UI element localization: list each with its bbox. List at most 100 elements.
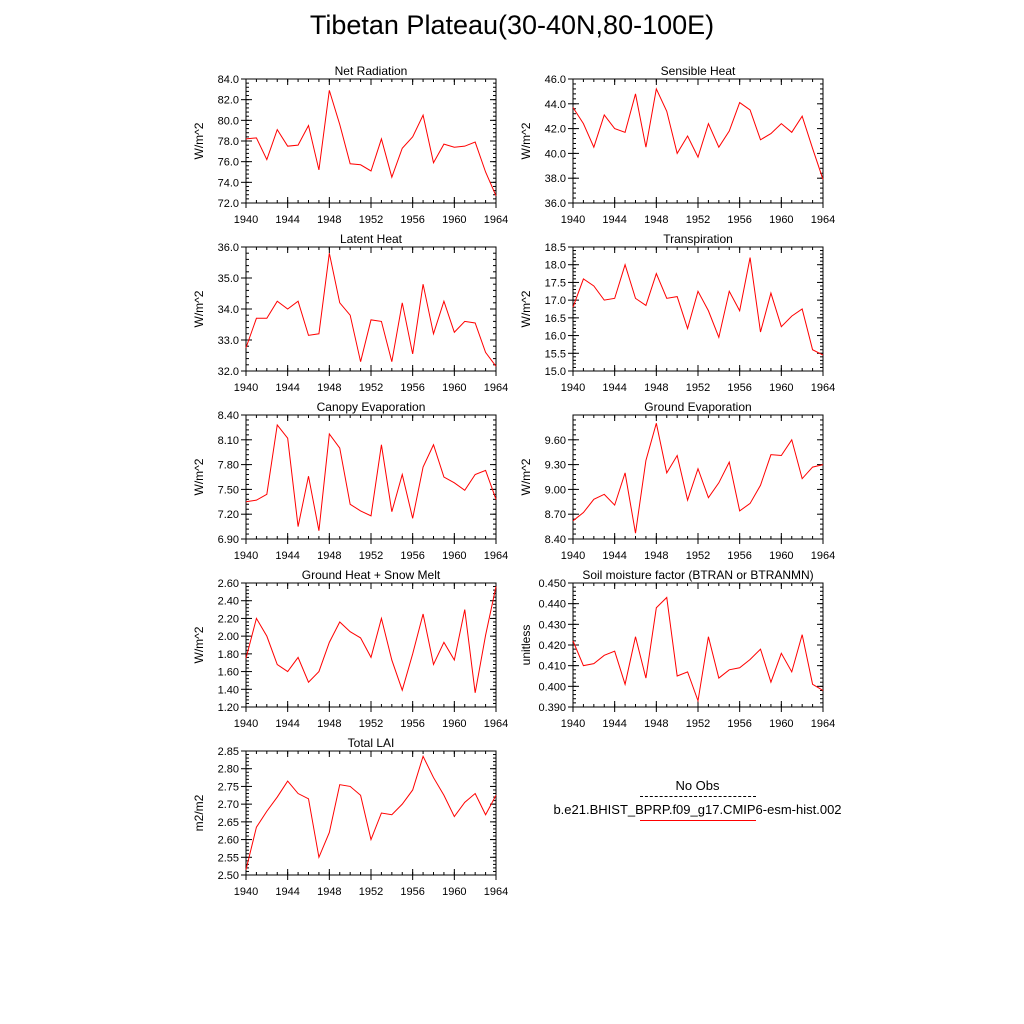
data-point	[360, 361, 362, 363]
data-point	[454, 659, 456, 661]
data-point	[256, 618, 258, 620]
y-tick-label: 82.0	[218, 95, 239, 107]
data-point	[266, 494, 268, 496]
data-point	[412, 789, 414, 791]
data-point	[401, 689, 403, 691]
y-axis-label: m2/m2	[192, 794, 206, 831]
x-tick-label: 1956	[727, 718, 751, 730]
x-tick-label: 1952	[359, 718, 383, 730]
data-point	[433, 333, 435, 335]
y-tick-label: 17.0	[545, 295, 566, 307]
data-point	[614, 298, 616, 300]
data-point	[770, 292, 772, 294]
x-tick-label: 1956	[400, 718, 424, 730]
y-tick-label: 2.65	[218, 817, 239, 829]
x-tick-label: 1960	[769, 718, 793, 730]
data-point	[349, 163, 351, 165]
y-tick-label: 0.400	[538, 681, 566, 693]
x-tick-label: 1952	[686, 718, 710, 730]
series-line	[572, 596, 824, 703]
data-point	[749, 659, 751, 661]
y-tick-label: 7.50	[218, 484, 239, 496]
data-point	[708, 497, 710, 499]
panel-title: Ground Evaporation	[644, 400, 751, 414]
data-point	[687, 671, 689, 673]
y-tick-label: 6.90	[218, 534, 239, 546]
y-tick-label: 2.55	[218, 852, 239, 864]
data-point	[812, 148, 814, 150]
data-point	[297, 657, 299, 659]
data-point	[474, 141, 476, 143]
x-tick-label: 1964	[811, 550, 835, 562]
y-tick-label: 2.80	[218, 764, 239, 776]
data-point	[360, 164, 362, 166]
data-point	[718, 337, 720, 339]
x-tick-label: 1956	[727, 382, 751, 394]
data-point	[739, 510, 741, 512]
x-tick-label: 1944	[275, 886, 299, 898]
data-point	[297, 144, 299, 146]
data-point	[495, 586, 497, 588]
y-tick-label: 46.0	[545, 74, 566, 86]
data-point	[791, 132, 793, 134]
data-point	[676, 675, 678, 677]
data-point	[739, 102, 741, 104]
y-tick-label: 2.60	[218, 578, 239, 590]
y-axis-label: W/m^2	[192, 626, 206, 663]
data-point	[391, 511, 393, 513]
data-point	[287, 780, 289, 782]
data-point	[287, 145, 289, 147]
panel-title: Net Radiation	[335, 64, 408, 78]
data-point	[593, 663, 595, 665]
data-point	[603, 114, 605, 116]
panel-3: Latent Heat W/m^2 32.0 33.0 34.0 35.0 36.0 1940…	[192, 232, 508, 394]
data-point	[370, 170, 372, 172]
data-point	[495, 794, 497, 796]
y-tick-label: 2.20	[218, 613, 239, 625]
plot-frame	[245, 582, 497, 708]
data-point	[276, 796, 278, 798]
panel-title: Transpiration	[663, 232, 733, 246]
x-tick-label: 1940	[234, 718, 258, 730]
panel-8: Soil moisture factor (BTRAN or BTRANMN) u…	[519, 568, 835, 730]
panel-7: Ground Heat + Snow Melt W/m^2 1.20 1.40 1.60…	[192, 568, 508, 730]
y-axis-label: unitless	[519, 625, 533, 666]
data-point	[822, 179, 824, 181]
data-point	[287, 437, 289, 439]
data-point	[666, 472, 668, 474]
y-tick-label: 15.5	[545, 348, 566, 360]
data-point	[349, 631, 351, 633]
data-point	[360, 637, 362, 639]
data-point	[422, 283, 424, 285]
y-tick-label: 80.0	[218, 115, 239, 127]
y-tick-label: 72.0	[218, 198, 239, 210]
y-tick-label: 34.0	[218, 304, 239, 316]
data-point	[381, 618, 383, 620]
x-tick-label: 1940	[234, 382, 258, 394]
data-point	[256, 318, 258, 320]
data-point	[308, 798, 310, 800]
data-point	[412, 653, 414, 655]
data-point	[329, 90, 331, 92]
x-tick-label: 1960	[442, 382, 466, 394]
data-point	[645, 305, 647, 307]
y-tick-label: 9.00	[545, 484, 566, 496]
data-point	[412, 518, 414, 520]
x-tick-label: 1952	[686, 382, 710, 394]
data-point	[791, 671, 793, 673]
x-tick-label: 1952	[359, 550, 383, 562]
data-point	[801, 478, 803, 480]
data-point	[454, 146, 456, 148]
data-point	[297, 526, 299, 528]
data-point	[614, 128, 616, 130]
data-point	[276, 129, 278, 131]
data-point	[485, 171, 487, 173]
data-point	[666, 298, 668, 300]
data-point	[812, 349, 814, 351]
data-point	[266, 810, 268, 812]
y-tick-label: 0.390	[538, 702, 566, 714]
x-tick-label: 1960	[769, 550, 793, 562]
data-point	[318, 856, 320, 858]
data-point	[422, 756, 424, 758]
